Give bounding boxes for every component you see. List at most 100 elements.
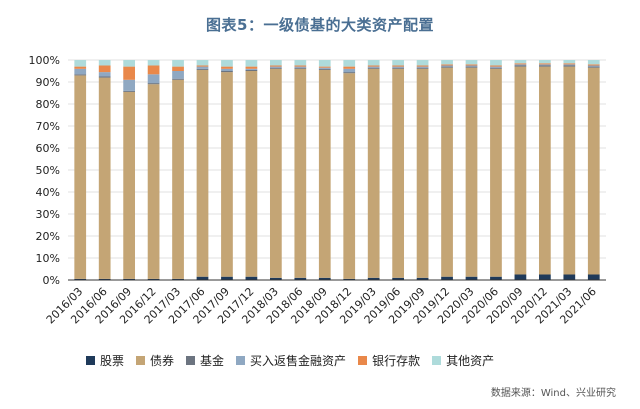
bar-segment <box>343 73 356 279</box>
bar-segment <box>269 65 282 67</box>
bar-segment <box>123 90 136 92</box>
y-tick-label: 20% <box>36 230 60 243</box>
bar-segment <box>123 278 136 280</box>
bar-segment <box>98 278 111 280</box>
bar-segment <box>392 277 405 280</box>
bar-segment <box>147 278 160 280</box>
bar-segment <box>367 68 380 278</box>
y-tick-label: 70% <box>36 120 60 133</box>
bar-segment <box>587 67 600 275</box>
y-tick-label: 0% <box>43 274 60 287</box>
bar-segment <box>343 68 356 73</box>
bar-segment <box>294 66 307 68</box>
bar-segment <box>147 84 160 279</box>
bar-segment <box>221 66 233 69</box>
bar-segment <box>294 68 307 278</box>
bar-segment <box>514 63 527 65</box>
bar-segment <box>490 68 502 277</box>
bar-segment <box>490 60 502 66</box>
bar-segment <box>74 66 87 69</box>
legend-label: 债券 <box>150 354 175 368</box>
bar-segment <box>514 64 527 66</box>
bar-segment <box>538 60 551 64</box>
legend-swatch <box>136 356 146 365</box>
bar-segment <box>490 67 502 69</box>
bar-segment <box>490 276 502 280</box>
bar-segment <box>123 66 136 80</box>
bar-segment <box>465 276 478 280</box>
y-tick-label: 40% <box>36 186 60 199</box>
legend-swatch <box>86 356 95 365</box>
bar-segment <box>245 60 258 67</box>
legend-swatch <box>358 356 368 365</box>
bar-segment <box>367 65 380 67</box>
bar-segment <box>587 66 600 68</box>
bar-segment <box>245 71 258 277</box>
bar-segment <box>538 66 551 275</box>
bar-segment <box>367 277 380 280</box>
bar-segment <box>392 67 405 69</box>
bar-segment <box>392 66 405 68</box>
bar-segment <box>587 60 600 65</box>
bar-segment <box>343 66 356 69</box>
bar-segment <box>490 66 502 68</box>
bar-segment <box>123 60 136 67</box>
bar-segment <box>343 72 356 74</box>
bar-segment <box>587 274 600 280</box>
bar-segment <box>343 278 356 280</box>
bar-segment <box>318 67 331 69</box>
bar-segment <box>74 278 87 280</box>
legend-item: 买入返售金融资产 <box>236 352 346 369</box>
y-tick-label: 50% <box>36 164 60 177</box>
bar-segment <box>441 65 453 67</box>
legend-label: 买入返售金融资产 <box>250 354 347 368</box>
bar-segment <box>318 69 331 278</box>
bar-segment <box>98 77 111 279</box>
legend-item: 基金 <box>186 352 224 369</box>
bar-segment <box>367 60 380 66</box>
bar-segment <box>269 67 282 69</box>
bar-segment <box>294 65 307 67</box>
bar-segment <box>538 63 551 65</box>
bars <box>74 60 600 280</box>
bar-segment <box>367 67 380 69</box>
bar-segment <box>514 274 527 280</box>
bar-segment <box>147 74 160 84</box>
bar-segment <box>416 60 429 66</box>
legend: 股票 债券 基金 买入返售金融资产 银行存款 其他资产 <box>86 352 506 369</box>
bar-segment <box>392 60 405 66</box>
bar-segment <box>147 65 160 75</box>
bar-segment <box>269 68 282 278</box>
bar-segment <box>123 91 136 279</box>
legend-label: 银行存款 <box>372 354 421 368</box>
bar-segment <box>245 69 258 71</box>
bar-segment <box>98 65 111 73</box>
bar-segment <box>563 65 576 67</box>
bar-segment <box>441 60 453 65</box>
bar-segment <box>221 276 233 280</box>
bar-segment <box>294 60 307 66</box>
bar-segment <box>147 60 160 66</box>
bar-segment <box>245 68 258 70</box>
chart-title: 图表5：一级债基的大类资产配置 <box>206 16 434 34</box>
bar-segment <box>563 274 576 280</box>
bar-segment <box>74 74 87 76</box>
bar-segment <box>221 68 233 71</box>
legend-label: 股票 <box>100 354 125 368</box>
bar-segment <box>367 66 380 68</box>
legend-swatch <box>186 356 196 365</box>
bar-segment <box>172 278 184 280</box>
source-note: 数据来源：Wind、兴业研究 <box>490 388 616 399</box>
bar-segment <box>245 66 258 69</box>
bar-segment <box>490 65 502 67</box>
bar-segment <box>196 65 209 67</box>
bar-segment <box>514 65 527 67</box>
bar-segment <box>587 64 600 66</box>
bar-segment <box>416 67 429 69</box>
bar-segment <box>465 64 478 66</box>
bar-segment <box>563 63 576 65</box>
bar-segment <box>392 68 405 278</box>
bar-segment <box>196 66 209 69</box>
bar-segment <box>563 64 576 66</box>
bar-segment <box>538 274 551 280</box>
